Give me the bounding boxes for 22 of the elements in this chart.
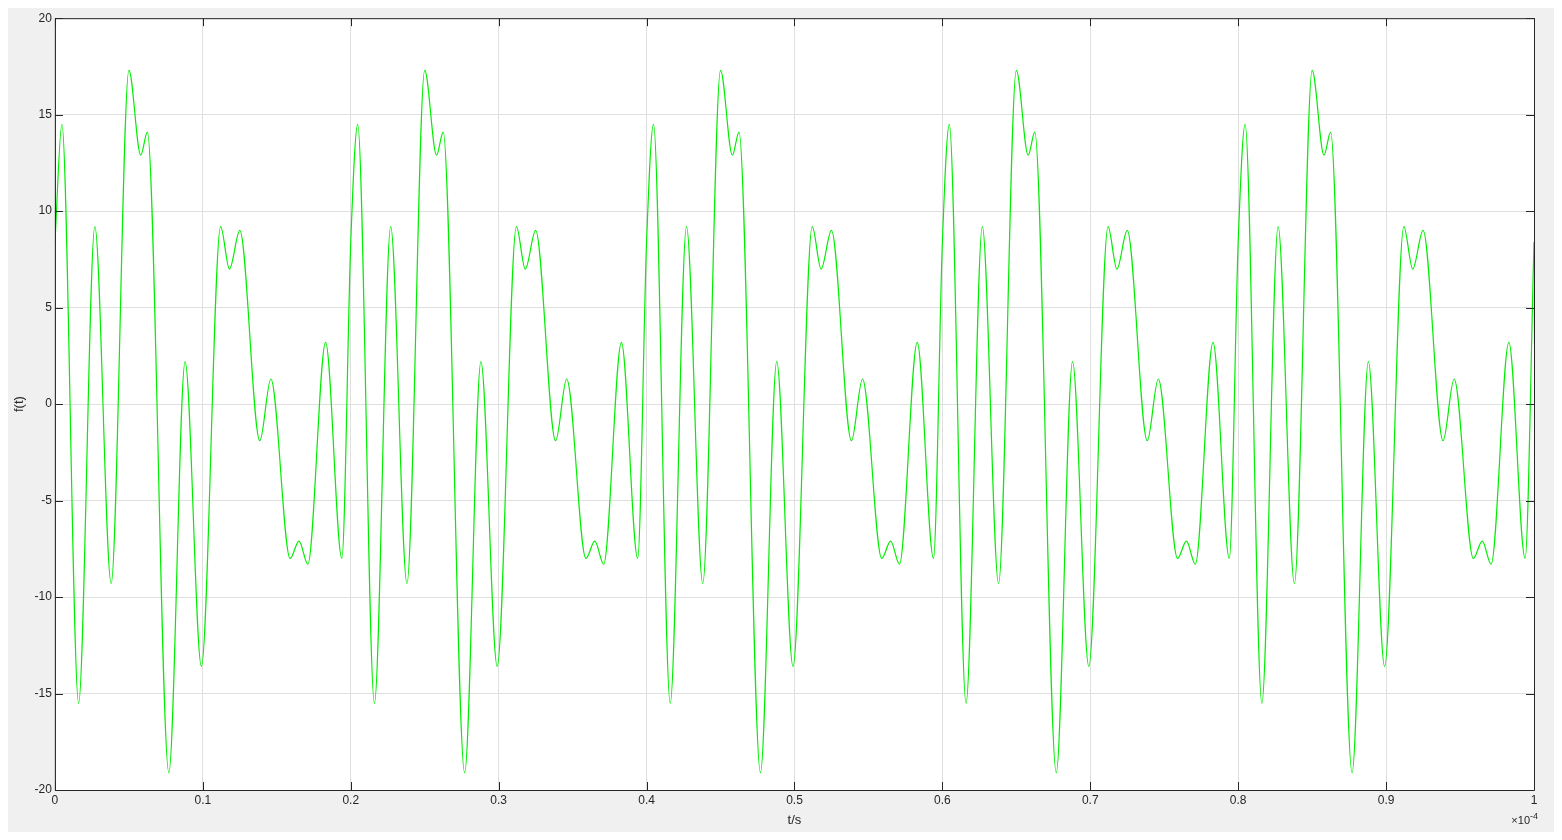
x-tick-label: 0.1 [194,792,212,807]
y-tick-label: -5 [41,492,53,507]
y-tick-label: 5 [45,299,53,314]
x-tick-label: 0.8 [1229,792,1247,807]
x-axis-title: t/s [787,811,802,827]
y-tick-label: -20 [34,782,53,797]
x-tick-label: 0.9 [1377,792,1395,807]
x-tick-label: 0.3 [490,792,508,807]
x-tick-label: 0.7 [1081,792,1099,807]
line-series [54,69,1534,774]
x-tick-label: 0.2 [342,792,360,807]
y-tick-label: 0 [45,396,53,411]
y-tick-label: 20 [38,10,53,25]
y-tick-label: -10 [34,589,53,604]
x-tick-label: 0.4 [638,792,656,807]
x-tick-label: 0.6 [934,792,952,807]
x-tick-label: 0.5 [786,792,804,807]
y-tick-label: 15 [38,106,53,121]
y-axis-title: f(t) [11,396,27,413]
x-tick-label: 1 [1530,792,1538,807]
y-tick-label: 10 [38,203,53,218]
y-tick-label: -15 [34,685,53,700]
